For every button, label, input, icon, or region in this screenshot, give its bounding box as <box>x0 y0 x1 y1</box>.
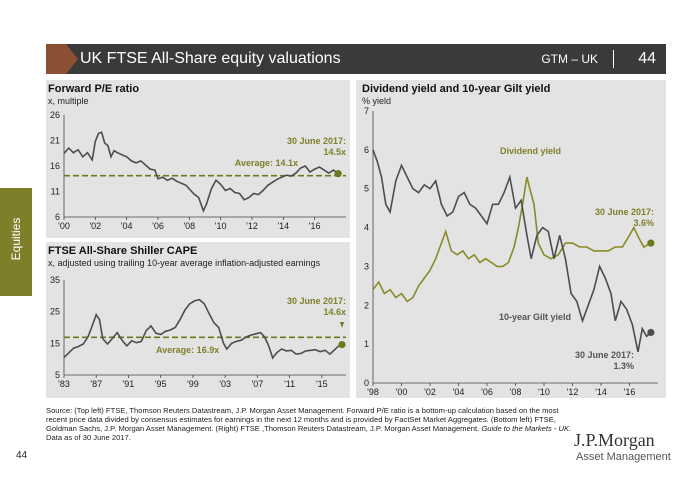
y-tick-label-1: 1 <box>364 339 369 349</box>
last-date-label: 30 June 2017: <box>287 136 346 146</box>
x-tick-label-5: '08 <box>510 387 522 397</box>
x-tick-label-9: '16 <box>624 387 636 397</box>
jpmorgan-logo: J.P.Morgan <box>574 430 655 450</box>
y-tick-label-4: 4 <box>364 223 369 233</box>
x-tick-label-6: '10 <box>538 387 550 397</box>
last-point-marker-1 <box>647 328 655 337</box>
data-as-of: Data as of 30 June 2017. <box>46 433 131 442</box>
x-tick-label-3: '95 <box>155 379 167 389</box>
pe-chart: 6 11 16 21 26 '00 '02 '04 '06 '08 '10 '12 '14 '16 Aver… <box>50 110 346 231</box>
side-tab-label: Equities <box>9 217 23 261</box>
header-chevron-icon <box>46 44 78 74</box>
header-bar <box>46 44 666 74</box>
arrow-icon <box>340 322 344 328</box>
x-tick-label-3: '04 <box>453 387 465 397</box>
source-note: Source: (Top left) FTSE, Thomson Reuters… <box>46 406 576 442</box>
yield-subtitle: % yield <box>362 96 392 106</box>
x-tick-label-5: '10 <box>215 221 227 231</box>
gtm-label: GTM – UK <box>541 52 598 66</box>
y-tick-label-2: 16 <box>50 161 60 171</box>
series-line-0 <box>372 176 652 303</box>
y-tick-label-3: 3 <box>364 261 369 271</box>
header-divider <box>613 50 614 68</box>
x-tick-label-8: '16 <box>309 221 321 231</box>
x-tick-label-2: '02 <box>424 387 436 397</box>
x-tick-label-2: '04 <box>121 221 133 231</box>
source-italic: Guide to the Markets - UK. <box>481 424 572 433</box>
y-tick-label-0: 6 <box>55 212 60 222</box>
cape-title: FTSE All-Share Shiller CAPE <box>48 245 198 257</box>
x-tick-label-1: '00 <box>396 387 408 397</box>
y-tick-label-0: 0 <box>364 378 369 388</box>
average-label: Average: 16.9x <box>156 345 219 355</box>
cape-subtitle: x, adjusted using trailing 10-year avera… <box>48 258 321 268</box>
yield-panel <box>356 80 666 398</box>
last-point-marker-0 <box>334 170 342 178</box>
gilt-yield-annotation: 10-year Gilt yield <box>499 312 571 322</box>
source-text: Source: (Top left) FTSE, Thomson Reuters… <box>46 406 559 433</box>
x-tick-label-2: '91 <box>123 379 135 389</box>
yield-chart: 0 1 2 3 4 5 6 7 '98 '00 '02 '04 '06 '08 '10 '12 '14 '16 Di… <box>364 106 658 397</box>
y-tick-label-6: 6 <box>364 145 369 155</box>
asset-management-logo: Asset Management <box>576 451 671 463</box>
last-date-label: 30 June 2017: <box>287 296 346 306</box>
side-tab <box>0 188 32 296</box>
x-tick-label-8: '14 <box>595 387 607 397</box>
dividend-last-date-label: 30 June 2017: <box>595 207 654 217</box>
y-tick-label-1: 15 <box>50 338 60 348</box>
pe-title: Forward P/E ratio <box>48 83 140 95</box>
y-tick-label-1: 11 <box>51 187 60 197</box>
x-tick-label-7: '12 <box>567 387 579 397</box>
x-tick-label-6: '07 <box>252 379 264 389</box>
x-tick-label-1: '87 <box>90 379 102 389</box>
gilt-last-date-label: 30 June 2017: <box>575 350 634 360</box>
last-value-label: 14.6x <box>323 307 346 317</box>
last-point-marker-0 <box>338 341 346 349</box>
header-page-number: 44 <box>638 50 656 67</box>
yield-title: Dividend yield and 10-year Gilt yield <box>362 83 551 95</box>
x-tick-label-4: '99 <box>187 379 199 389</box>
x-tick-label-1: '02 <box>89 221 101 231</box>
dividend-yield-annotation: Dividend yield <box>500 146 561 156</box>
last-point-marker-0 <box>647 239 655 247</box>
footer-page-number: 44 <box>16 450 28 461</box>
series-line-1 <box>372 149 652 353</box>
x-tick-label-4: '08 <box>183 221 195 231</box>
cape-chart: 5 15 25 35 '83 '87 '91 '95 '99 '03 '07 '11 '15 Averag… <box>50 275 346 389</box>
x-tick-label-5: '03 <box>219 379 231 389</box>
y-tick-label-3: 21 <box>50 136 60 146</box>
x-tick-label-8: '15 <box>316 379 328 389</box>
x-tick-label-3: '06 <box>152 221 164 231</box>
average-label: Average: 14.1x <box>235 158 298 168</box>
dividend-last-value-label: 3.6% <box>633 218 654 228</box>
y-tick-label-4: 26 <box>50 110 60 120</box>
x-tick-label-7: '11 <box>284 379 295 389</box>
x-tick-label-7: '14 <box>277 221 289 231</box>
y-tick-label-2: 2 <box>364 300 369 310</box>
pe-panel <box>46 80 350 238</box>
y-tick-label-7: 7 <box>364 106 369 116</box>
page-title: UK FTSE All-Share equity valuations <box>80 50 341 67</box>
y-tick-label-3: 35 <box>50 275 60 285</box>
series-line-0 <box>63 298 343 360</box>
y-tick-label-5: 5 <box>364 184 369 194</box>
last-value-label: 14.5x <box>323 147 346 157</box>
x-tick-label-6: '12 <box>246 221 258 231</box>
x-tick-label-0: '83 <box>58 379 70 389</box>
gilt-last-value-label: 1.3% <box>613 361 634 371</box>
y-tick-label-2: 25 <box>50 307 60 317</box>
cape-panel <box>46 242 350 398</box>
series-line-0 <box>63 131 339 214</box>
pe-subtitle: x, multiple <box>48 96 89 106</box>
x-tick-label-4: '06 <box>481 387 493 397</box>
y-tick-label-0: 5 <box>55 370 60 380</box>
x-tick-label-0: '98 <box>367 387 379 397</box>
x-tick-label-0: '00 <box>58 221 70 231</box>
